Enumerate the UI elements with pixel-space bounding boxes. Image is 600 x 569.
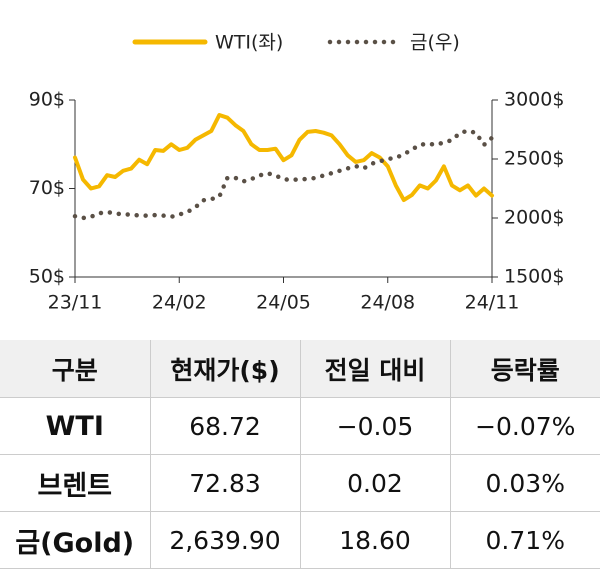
cell: 0.71% bbox=[449, 511, 600, 569]
cell: 0.02 bbox=[299, 454, 450, 512]
y2-tick-label: 3000$ bbox=[504, 89, 564, 111]
table-row: 금(Gold) 2,639.90 18.60 0.71% bbox=[0, 511, 600, 569]
price-table: 구분 현재가($) 전일 대비 등락률 WTI 68.72 −0.05 −0.07% 브렌트 72… bbox=[0, 340, 600, 569]
cell: 0.03% bbox=[449, 454, 600, 512]
cell: −0.05 bbox=[299, 397, 450, 455]
cell: 2,639.90 bbox=[149, 511, 300, 569]
cell: 18.60 bbox=[299, 511, 450, 569]
cell: WTI bbox=[0, 397, 150, 455]
legend-label: WTI(좌) bbox=[215, 32, 283, 54]
chart: 50$ 70$ 90$ 1500$ 2000$ 2500$ 3000$ 23/11 24/02 2… bbox=[29, 32, 565, 314]
cell: 브렌트 bbox=[0, 454, 150, 512]
header-cell: 현재가($) bbox=[149, 340, 300, 398]
y-tick-label: 50$ bbox=[29, 266, 65, 288]
header-cell: 구분 bbox=[0, 340, 150, 398]
x-tick-label: 24/08 bbox=[360, 292, 415, 314]
cell: −0.07% bbox=[449, 397, 600, 455]
legend-label: 금(우) bbox=[410, 32, 460, 54]
wti-line bbox=[73, 113, 494, 202]
cell: 금(Gold) bbox=[0, 511, 150, 569]
y-tick-label: 90$ bbox=[29, 89, 65, 111]
cell: 72.83 bbox=[149, 454, 300, 512]
cell: 68.72 bbox=[149, 397, 300, 455]
x-tick-label: 24/02 bbox=[152, 292, 207, 314]
gold-line bbox=[72, 128, 495, 221]
header-cell: 등락률 bbox=[449, 340, 600, 398]
y2-tick-label: 2500$ bbox=[504, 148, 564, 170]
x-tick-label: 24/05 bbox=[256, 292, 311, 314]
x-tick-label: 23/11 bbox=[48, 292, 103, 314]
table-row: WTI 68.72 −0.05 −0.07% bbox=[0, 397, 600, 455]
y-tick-label: 70$ bbox=[29, 177, 65, 199]
table-row: 브렌트 72.83 0.02 0.03% bbox=[0, 454, 600, 512]
y2-tick-label: 2000$ bbox=[504, 207, 564, 229]
y2-tick-label: 1500$ bbox=[504, 266, 564, 288]
header-cell: 전일 대비 bbox=[299, 340, 450, 398]
x-tick-label: 24/11 bbox=[465, 292, 520, 314]
